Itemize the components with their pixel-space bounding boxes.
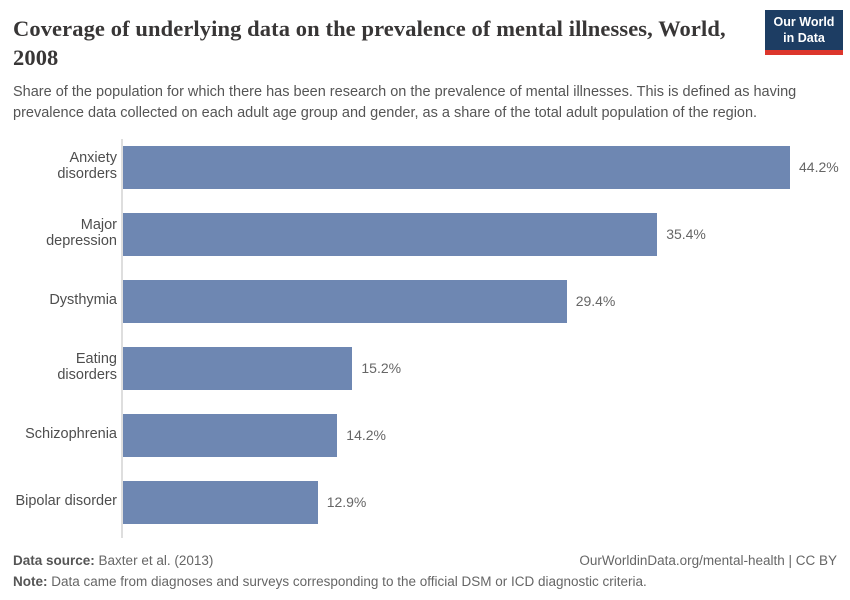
bar-row: Anxiety disorders 44.2% <box>13 134 839 201</box>
bar-track: 35.4% <box>123 212 837 256</box>
owid-logo-underline <box>765 50 843 56</box>
bar[interactable] <box>123 480 318 524</box>
bar-label: Bipolar disorder <box>15 493 117 510</box>
attribution-link[interactable]: OurWorldinData.org/mental-health | CC BY <box>579 552 837 568</box>
chart-subtitle: Share of the population for which there … <box>13 83 797 121</box>
bar-label: Major depression <box>46 217 117 250</box>
bar-label: Anxiety disorders <box>57 150 117 183</box>
bar-rows: Anxiety disorders 44.2% Major depression 35… <box>13 134 839 536</box>
bar-label: Dysthymia <box>49 292 117 309</box>
data-source-value[interactable]: Baxter et al. (2013) <box>98 552 214 568</box>
bar-track: 15.2% <box>123 346 837 390</box>
bar-label: Eating disorders <box>57 351 117 384</box>
bar-track: 29.4% <box>123 279 837 323</box>
bar-track: 14.2% <box>123 413 837 457</box>
bar-value-label: 14.2% <box>346 427 386 444</box>
bar[interactable] <box>123 212 658 256</box>
bar-value-label: 15.2% <box>361 360 402 377</box>
bar-value-label: 12.9% <box>326 494 367 511</box>
bar-row: Eating disorders 15.2% <box>13 335 837 402</box>
data-source-label: Data source: <box>13 552 95 568</box>
chart-title: Coverage of underlying data on the preva… <box>13 16 726 70</box>
owid-logo-box: Our World in Data <box>765 10 843 51</box>
bar-track: 44.2% <box>123 145 839 189</box>
footer-note: Note: Data came from diagnoses and surve… <box>13 574 837 589</box>
bar-value-label: 44.2% <box>799 159 839 176</box>
footer-line1: Data source: Baxter et al. (2013) OurWor… <box>13 553 837 568</box>
note-value: Data came from diagnoses and surveys cor… <box>51 573 647 589</box>
owid-logo-line1: Our World <box>773 15 835 29</box>
bar[interactable] <box>123 279 567 323</box>
bar-value-label: 35.4% <box>666 226 706 243</box>
owid-logo[interactable]: Our World in Data <box>765 10 843 56</box>
bar[interactable] <box>123 346 353 390</box>
owid-logo-line2: in Data <box>783 30 825 45</box>
bar-label: Schizophrenia <box>25 426 117 443</box>
bar-row: Bipolar disorder 12.9% <box>13 469 837 536</box>
y-axis-line <box>121 138 123 538</box>
bar-chart: Anxiety disorders 44.2% Major depression 35… <box>13 134 839 538</box>
data-source-line: Data source: Baxter et al. (2013) <box>13 553 213 568</box>
note-label: Note: <box>13 573 48 589</box>
bar-track: 12.9% <box>123 480 837 524</box>
bar-row: Schizophrenia 14.2% <box>13 402 837 469</box>
chart-footer: Data source: Baxter et al. (2013) OurWor… <box>13 553 837 589</box>
bar[interactable] <box>123 413 338 457</box>
bar-value-label: 29.4% <box>575 293 616 310</box>
bar-row: Major depression 35.4% <box>13 201 837 268</box>
bar-row: Dysthymia 29.4% <box>13 268 837 335</box>
bar[interactable] <box>123 145 790 189</box>
